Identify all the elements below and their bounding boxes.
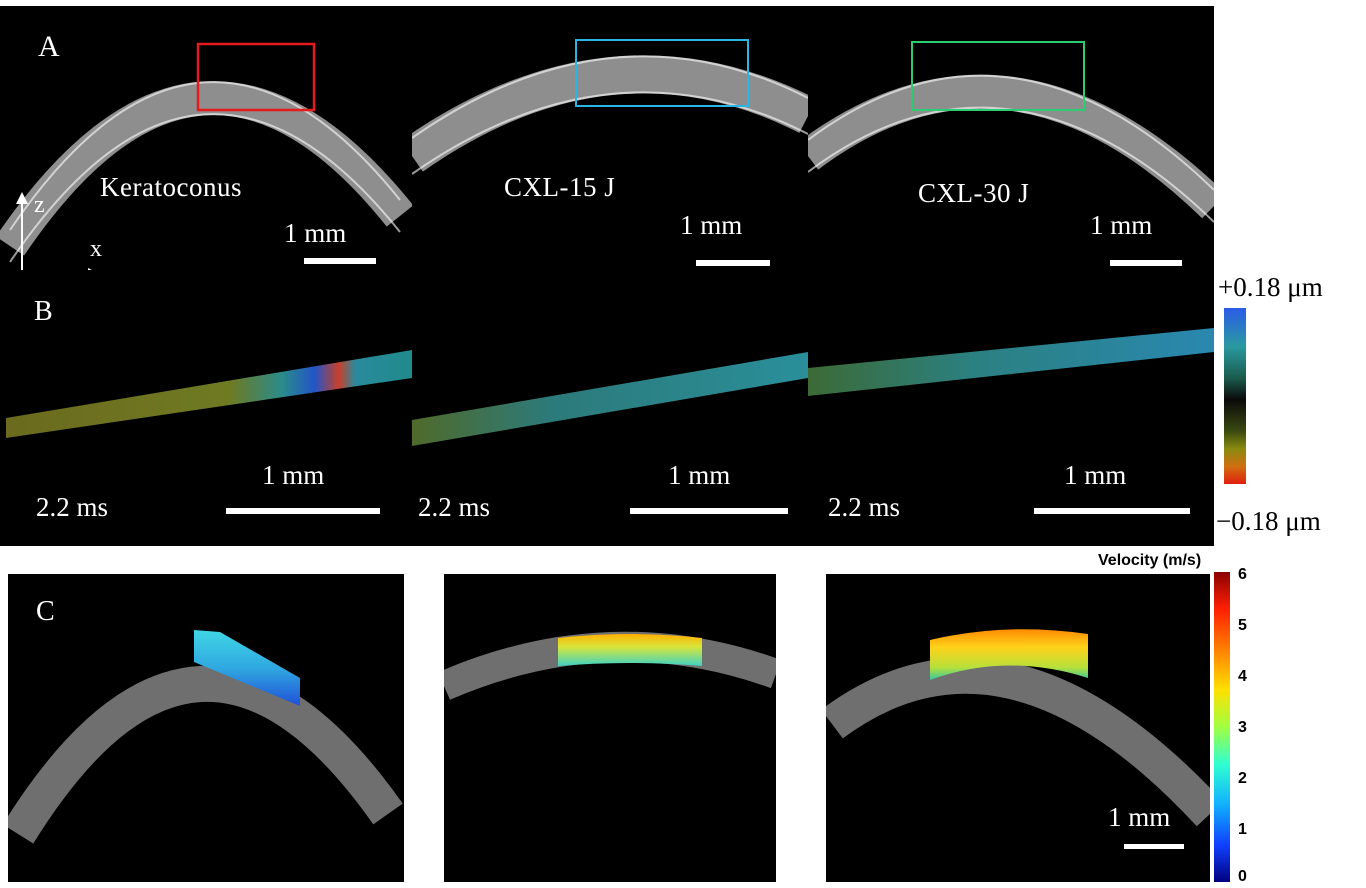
velocity-tick-5: 5 — [1238, 617, 1247, 634]
scale-label-b2: 1 mm — [668, 460, 731, 490]
panel-label-b: B — [34, 296, 53, 327]
scale-bar-a2 — [696, 260, 770, 266]
panel-b-keratoconus: B 1 mm 2.2 ms — [0, 270, 412, 546]
velocity-map-cxl30 — [826, 629, 1210, 827]
panel-c-cxl30: 1 mm — [826, 574, 1210, 882]
scale-bar-a3 — [1110, 260, 1182, 266]
scale-bar-b1 — [226, 508, 380, 514]
roi-box-green — [911, 41, 1085, 111]
displacement-map-cxl30 — [808, 328, 1214, 396]
scale-label-c: 1 mm — [1108, 802, 1171, 832]
axis-z-label: z — [34, 192, 45, 218]
panel-a-cxl30: CXL-30 J 1 mm — [808, 6, 1214, 270]
panel-c-keratoconus: C — [8, 574, 404, 882]
panel-b-cxl30: 1 mm 2.2 ms — [808, 270, 1214, 546]
velocity-tick-6: 6 — [1238, 566, 1247, 583]
scale-label-b3: 1 mm — [1064, 460, 1127, 490]
displacement-colorbar-min-label: −0.18 μm — [1216, 506, 1321, 536]
velocity-tick-1: 1 — [1238, 821, 1247, 838]
velocity-map-keratoconus — [8, 630, 403, 844]
condition-label-cxl30: CXL-30 J — [918, 178, 1030, 208]
time-label-b2: 2.2 ms — [418, 492, 491, 522]
panel-label-c: C — [36, 596, 55, 627]
displacement-map-keratoconus — [6, 350, 412, 438]
displacement-map-cxl15 — [412, 352, 808, 446]
time-label-b3: 2.2 ms — [828, 492, 901, 522]
condition-label-keratoconus: Keratoconus — [100, 172, 242, 202]
velocity-colorbar-title: Velocity (m/s) — [1098, 552, 1202, 569]
roi-box-red — [196, 42, 316, 112]
velocity-tick-3: 3 — [1238, 719, 1247, 736]
scale-label-a2: 1 mm — [680, 210, 743, 240]
scale-label-a3: 1 mm — [1090, 210, 1153, 240]
velocity-map-cxl15 — [444, 631, 776, 700]
displacement-colorbar — [1224, 308, 1246, 484]
velocity-tick-0: 0 — [1238, 868, 1247, 885]
panel-a-cxl15: CXL-15 J 1 mm — [412, 6, 808, 270]
axis-x-label: x — [90, 236, 102, 262]
oct-image-keratoconus — [0, 42, 412, 270]
panel-a-keratoconus: A Keratoconus z x 1 mm — [0, 6, 412, 270]
scale-label-b1: 1 mm — [262, 460, 325, 490]
oct-image-cxl30 — [808, 41, 1214, 223]
oct-image-cxl15 — [412, 39, 808, 175]
scale-label-a1: 1 mm — [284, 218, 347, 248]
velocity-tick-4: 4 — [1238, 668, 1247, 685]
time-label-b1: 2.2 ms — [36, 492, 109, 522]
scale-bar-b3 — [1034, 508, 1190, 514]
roi-box-blue — [575, 39, 749, 107]
velocity-tick-2: 2 — [1238, 770, 1247, 787]
condition-label-cxl15: CXL-15 J — [504, 172, 616, 202]
velocity-colorbar — [1214, 572, 1230, 882]
scale-bar-a1 — [304, 258, 376, 264]
scale-bar-b2 — [630, 508, 788, 514]
scale-bar-c — [1124, 844, 1184, 849]
panel-c-cxl15 — [444, 574, 776, 882]
panel-b-cxl15: 1 mm 2.2 ms — [412, 270, 808, 546]
panel-label-a: A — [38, 30, 60, 63]
displacement-colorbar-max-label: +0.18 μm — [1218, 272, 1323, 302]
